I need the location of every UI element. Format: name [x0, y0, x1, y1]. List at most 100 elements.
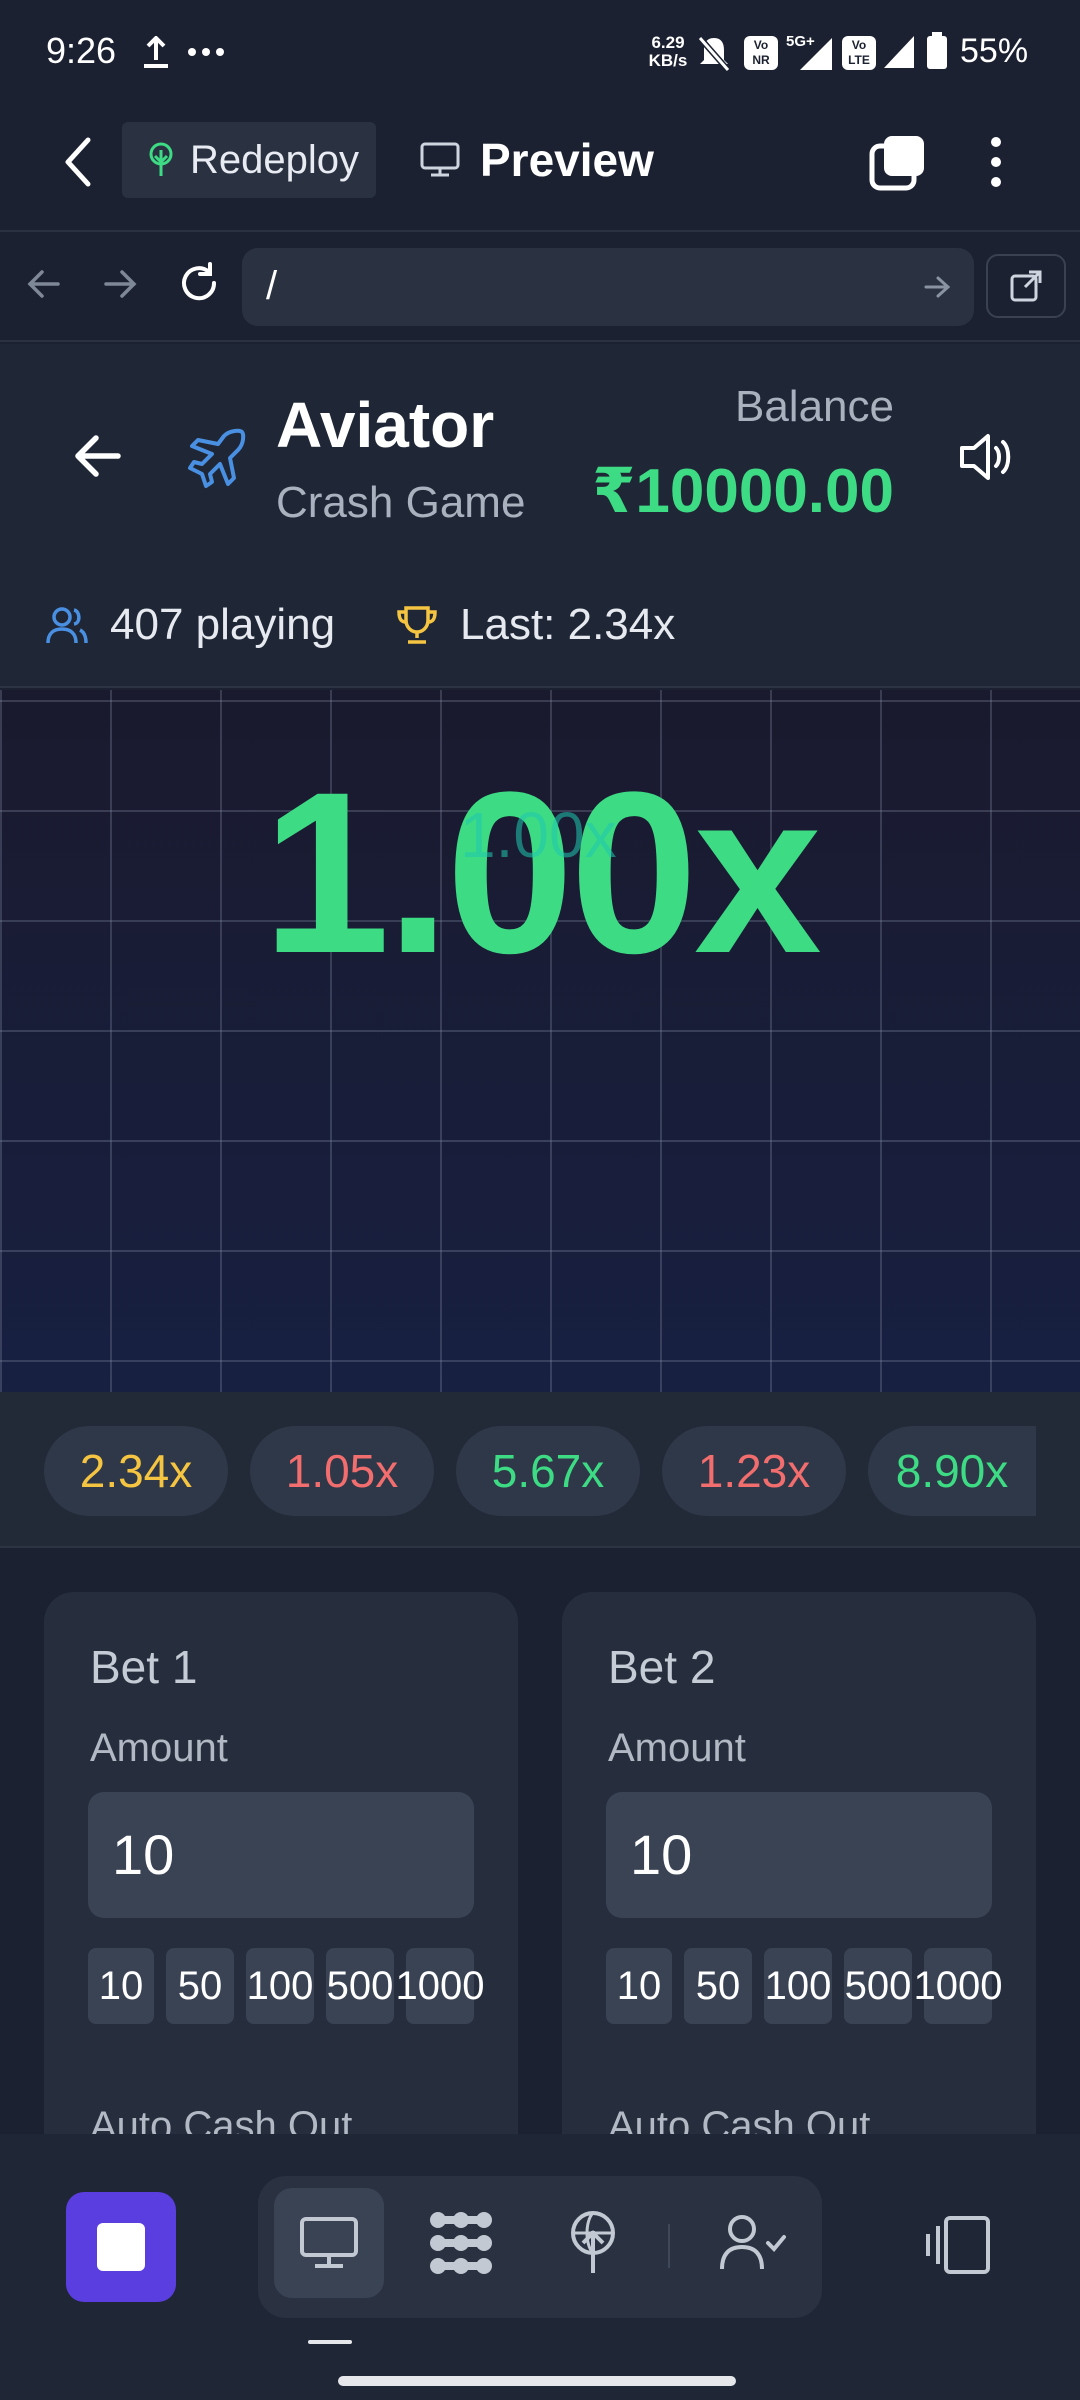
- overflow-menu-icon[interactable]: [984, 134, 1008, 190]
- quick-amount-button[interactable]: 10: [606, 1948, 672, 2024]
- desktop-view-button[interactable]: [274, 2188, 384, 2298]
- game-title: Aviator: [276, 389, 495, 461]
- game-canvas[interactable]: 1.00x 1.00x: [0, 690, 1080, 1392]
- quick-amounts: 10 50 100 500 1000: [606, 1948, 1003, 2024]
- url-input[interactable]: /: [242, 248, 974, 326]
- redeploy-label: Redeploy: [190, 137, 360, 182]
- balance-label: Balance: [734, 382, 894, 431]
- history-pill: 1.05x: [250, 1426, 434, 1516]
- players-stat: 407 playing: [46, 600, 335, 650]
- canvas-grid: [0, 690, 1080, 1392]
- battery-percentage: 55%: [960, 32, 1029, 70]
- more-notifications-icon: [188, 48, 224, 56]
- go-arrow-icon[interactable]: [922, 272, 952, 302]
- nav-divider: [668, 2224, 670, 2268]
- user-check-icon: [718, 2213, 788, 2273]
- app-toolbar: Redeploy Preview: [0, 110, 1080, 232]
- monitor-icon: [420, 142, 460, 178]
- account-view-button[interactable]: [698, 2188, 808, 2298]
- volte-lte-icon: Vo LTE: [842, 36, 876, 70]
- monitor-icon: [299, 2216, 359, 2270]
- nav-back-icon[interactable]: [24, 264, 64, 304]
- deploy-view-button[interactable]: [538, 2188, 648, 2298]
- sound-icon[interactable]: [956, 430, 1016, 484]
- players-count: 407 playing: [110, 600, 336, 649]
- quick-amount-button[interactable]: 50: [166, 1948, 234, 2024]
- url-text: /: [266, 264, 278, 308]
- open-external-button[interactable]: [986, 254, 1066, 318]
- amount-label: Amount: [90, 1726, 228, 1770]
- amount-label: Amount: [608, 1726, 746, 1770]
- last-multiplier: Last: 2.34x: [460, 600, 676, 649]
- mute-icon: [696, 34, 732, 74]
- amount-input[interactable]: 10: [606, 1792, 992, 1918]
- status-time: 9:26: [46, 30, 117, 71]
- quick-amount-button[interactable]: 100: [764, 1948, 832, 2024]
- quick-amount-button[interactable]: 500: [844, 1948, 912, 2024]
- quick-amount-button[interactable]: 10: [88, 1948, 154, 2024]
- bets-area: Bet 1 Amount 10 10 50 100 500 1000 Auto …: [0, 1548, 1080, 2134]
- quick-amount-button[interactable]: 50: [684, 1948, 752, 2024]
- signal-icon: [882, 34, 916, 70]
- amount-input[interactable]: 10: [88, 1792, 474, 1918]
- device-rotate-icon[interactable]: [924, 2214, 992, 2276]
- quick-amount-button[interactable]: 100: [246, 1948, 314, 2024]
- tabs-icon[interactable]: [868, 132, 928, 192]
- bet-card-1: Bet 1 Amount 10 10 50 100 500 1000 Auto …: [44, 1592, 518, 2134]
- svg-text:5G+: 5G+: [786, 33, 815, 50]
- game-stats: 407 playing Last: 2.34x: [0, 570, 1080, 688]
- preview-label: Preview: [480, 134, 654, 186]
- history-pill: 5.67x: [456, 1426, 640, 1516]
- tab-indicator: [308, 2340, 352, 2344]
- volte-icon: Vo NR: [744, 36, 778, 70]
- bet-card-2: Bet 2 Amount 10 10 50 100 500 1000 Auto …: [562, 1592, 1036, 2134]
- bet-title: Bet 1: [90, 1641, 198, 1693]
- quick-amount-button[interactable]: 1000: [396, 1948, 485, 2024]
- back-icon[interactable]: [58, 134, 98, 190]
- bet-title: Bet 2: [608, 1641, 716, 1693]
- bottom-nav: [0, 2134, 1080, 2400]
- deploy-globe-icon: [565, 2211, 621, 2275]
- external-link-icon: [1009, 269, 1043, 303]
- battery-icon: [926, 32, 948, 70]
- multiplier-display: 1.00x: [262, 744, 822, 1001]
- stop-icon: [97, 2223, 145, 2271]
- signal-5g-icon: 5G+: [786, 32, 834, 72]
- game-header: Aviator Crash Game Balance ₹10000.00: [0, 344, 1080, 570]
- reload-icon[interactable]: [176, 260, 222, 306]
- history-value: 1.05x: [285, 1445, 399, 1497]
- history-value: 1.23x: [697, 1445, 811, 1497]
- redeploy-button[interactable]: Redeploy: [122, 122, 376, 198]
- tab-preview[interactable]: Preview: [420, 130, 654, 190]
- url-bar-row: /: [0, 234, 1080, 342]
- auto-cashout-label: Auto Cash Out: [90, 2104, 353, 2134]
- history-pill: 1.23x: [662, 1426, 846, 1516]
- quick-amounts: 10 50 100 500 1000: [88, 1948, 485, 2024]
- tree-icon: [146, 142, 176, 178]
- balance-value: ₹10000.00: [592, 457, 894, 526]
- history-value: 8.90x: [895, 1445, 1009, 1497]
- history-pill: 8.90x: [868, 1426, 1036, 1516]
- stop-button[interactable]: [66, 2192, 176, 2302]
- trophy-icon: [396, 604, 438, 646]
- apps-view-button[interactable]: [406, 2188, 516, 2298]
- auto-cashout-label: Auto Cash Out: [608, 2104, 871, 2134]
- history-value: 5.67x: [491, 1445, 605, 1497]
- view-switcher: [258, 2176, 822, 2318]
- last-stat: Last: 2.34x: [396, 600, 675, 650]
- quick-amount-button[interactable]: 1000: [914, 1948, 1003, 2024]
- network-speed: 6.29 KB/s: [648, 33, 688, 70]
- grid-blobs-icon: [426, 2210, 496, 2276]
- users-icon: [46, 605, 88, 645]
- game-subtitle: Crash Game: [276, 478, 526, 527]
- multiplier-ghost: 1.00x: [460, 799, 617, 871]
- quick-amount-button[interactable]: 500: [326, 1948, 394, 2024]
- history-pill: 2.34x: [44, 1426, 228, 1516]
- history-value: 2.34x: [79, 1445, 193, 1497]
- status-bar: 9:26 6.29 KB/s Vo NR 5G+ Vo LTE 55%: [0, 0, 1080, 110]
- upload-icon: [142, 36, 170, 70]
- nav-forward-icon[interactable]: [100, 264, 140, 304]
- plane-icon: [184, 426, 248, 490]
- gesture-bar[interactable]: [338, 2376, 736, 2386]
- game-back-icon[interactable]: [72, 430, 124, 482]
